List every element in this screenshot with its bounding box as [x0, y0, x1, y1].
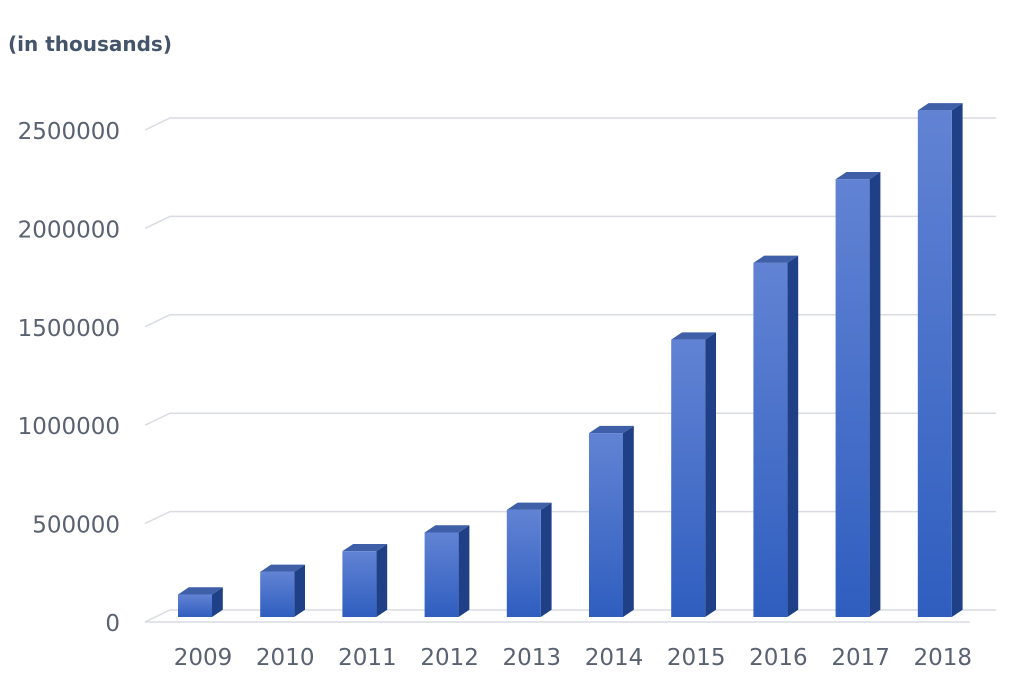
- bar: [753, 255, 799, 617]
- gridline: [144, 609, 996, 623]
- y-tick-label: 2000000: [18, 217, 120, 243]
- bar: [506, 502, 552, 617]
- bar-side: [376, 543, 388, 617]
- bar-side: [458, 525, 470, 617]
- bar-side: [951, 103, 963, 618]
- bar: [835, 172, 881, 617]
- x-tick-label: 2015: [667, 645, 726, 671]
- bar-front: [753, 262, 788, 617]
- x-tick-label: 2010: [256, 645, 315, 671]
- bar: [671, 332, 716, 617]
- bar-front: [178, 594, 212, 617]
- bar: [342, 543, 388, 617]
- bar: [917, 103, 963, 618]
- x-tick-label: 2011: [338, 645, 397, 671]
- gridline: [144, 510, 996, 525]
- y-tick-label: 1000000: [18, 414, 120, 440]
- bar-front: [671, 339, 706, 617]
- gridline: [144, 412, 996, 426]
- bar-top: [589, 425, 634, 434]
- bar-side: [294, 564, 305, 617]
- bar-top: [178, 587, 223, 595]
- bar: [424, 525, 470, 617]
- y-tick-label: 500000: [32, 513, 120, 539]
- gridline: [144, 314, 996, 328]
- bar-top: [917, 103, 963, 111]
- y-tick-label: 0: [105, 611, 120, 637]
- x-tick-label: 2014: [585, 645, 644, 671]
- bar-side: [869, 172, 881, 617]
- bar: [260, 564, 305, 617]
- bar-top: [260, 564, 305, 572]
- x-tick-label: 2018: [914, 645, 973, 671]
- bars: [178, 103, 963, 618]
- bar-front: [835, 179, 870, 617]
- x-tick-label: 2009: [174, 645, 233, 671]
- bar-top: [342, 543, 388, 552]
- y-axis-ticks: 0 500000 1000000 1500000 2000000 2500000: [18, 119, 120, 637]
- gridline: [144, 215, 996, 230]
- bar: [178, 587, 223, 617]
- bar-side: [623, 425, 634, 617]
- x-tick-label: 2013: [503, 645, 562, 671]
- x-tick-label: 2012: [420, 645, 479, 671]
- gridlines: [144, 117, 996, 623]
- x-tick-label: 2016: [749, 645, 808, 671]
- bar: [589, 425, 634, 617]
- x-tick-label: 2017: [831, 645, 890, 671]
- bar-side: [540, 502, 552, 617]
- y-tick-label: 2500000: [18, 119, 120, 145]
- x-axis-ticks: 2009 2010 2011 2012 2013 2014 2015 2016 2017 2018: [174, 645, 972, 671]
- bar-side: [705, 332, 716, 617]
- unit-label: (in thousands): [8, 32, 172, 56]
- bar-front: [260, 571, 295, 617]
- y-tick-label: 1500000: [18, 316, 120, 342]
- bar-front: [506, 509, 541, 617]
- bar-side: [787, 255, 799, 617]
- bar-front: [589, 433, 623, 617]
- bar-side: [212, 587, 223, 617]
- bar-top: [753, 255, 799, 263]
- bar-top: [506, 502, 552, 510]
- bar-top: [671, 332, 716, 340]
- bar-front: [424, 532, 459, 617]
- bar-top: [835, 172, 881, 180]
- bar-top: [424, 525, 470, 533]
- bar-front: [342, 551, 377, 617]
- bar-front: [917, 110, 952, 617]
- gridline: [144, 117, 996, 131]
